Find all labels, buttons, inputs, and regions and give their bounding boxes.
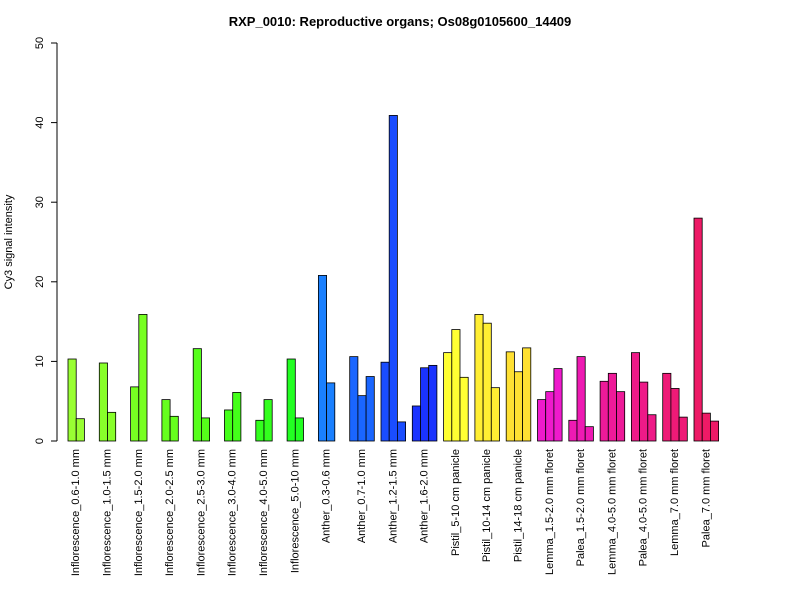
category-label: Inflorescence_3.0-4.0 mm bbox=[227, 449, 239, 576]
bar bbox=[451, 329, 461, 442]
bar bbox=[459, 376, 469, 442]
category-label: Palea_7.0 mm floret bbox=[700, 449, 712, 547]
bar bbox=[693, 217, 703, 442]
bar bbox=[365, 376, 375, 442]
bar bbox=[349, 356, 359, 442]
bar bbox=[443, 352, 453, 442]
category-label: Inflorescence_4.0-5.0 mm bbox=[258, 449, 270, 576]
bar bbox=[107, 411, 117, 442]
bar bbox=[490, 387, 500, 442]
category-label: Pistil_5-10 cm panicle bbox=[450, 449, 462, 556]
bar bbox=[514, 371, 524, 442]
bar bbox=[169, 415, 179, 442]
bar bbox=[482, 322, 492, 442]
bar bbox=[326, 382, 336, 442]
bar bbox=[576, 356, 586, 442]
bar bbox=[357, 395, 367, 442]
category-label: Inflorescence_5.0-10 mm bbox=[289, 449, 301, 573]
category-label: Lemma_7.0 mm floret bbox=[669, 449, 681, 556]
bar bbox=[607, 372, 617, 442]
category-label: Inflorescence_1.0-1.5 mm bbox=[102, 449, 114, 576]
category-label: Anther_1.2-1.5 mm bbox=[387, 449, 399, 543]
bar bbox=[232, 392, 242, 442]
category-label: Inflorescence_0.6-1.0 mm bbox=[70, 449, 82, 576]
category-label: Anther_1.6-2.0 mm bbox=[419, 449, 431, 543]
bar bbox=[522, 347, 532, 442]
category-label: Palea_4.0-5.0 mm floret bbox=[638, 449, 650, 566]
bar bbox=[662, 372, 672, 442]
bar bbox=[161, 399, 171, 442]
bar bbox=[224, 409, 234, 442]
bar bbox=[639, 381, 649, 442]
bar bbox=[428, 364, 438, 442]
category-label: Pistil_10-14 cm panicle bbox=[481, 449, 493, 562]
bar bbox=[130, 386, 140, 442]
bar bbox=[545, 391, 555, 442]
bar bbox=[710, 420, 720, 442]
category-label: Inflorescence_2.5-3.0 mm bbox=[195, 449, 207, 576]
bar bbox=[286, 358, 296, 442]
y-tick-label: 20 bbox=[34, 276, 46, 288]
category-label: Palea_1.5-2.0 mm floret bbox=[575, 449, 587, 566]
bar bbox=[505, 351, 515, 442]
bar bbox=[192, 348, 202, 442]
bar bbox=[317, 275, 327, 442]
y-tick-label: 0 bbox=[34, 438, 46, 444]
bar bbox=[98, 362, 108, 442]
bar bbox=[388, 115, 398, 442]
bar bbox=[678, 416, 688, 442]
bar bbox=[537, 399, 547, 442]
bar bbox=[75, 418, 85, 442]
bar bbox=[553, 368, 563, 442]
bar bbox=[616, 391, 626, 442]
bar bbox=[67, 358, 77, 442]
bar bbox=[200, 417, 210, 442]
bar bbox=[396, 421, 406, 442]
bar bbox=[420, 367, 430, 442]
bars bbox=[67, 115, 720, 442]
bar bbox=[138, 314, 148, 442]
y-axis-label: Cy3 signal intensity bbox=[3, 194, 15, 289]
bar bbox=[380, 361, 390, 442]
bar bbox=[584, 426, 594, 442]
y-tick-label: 40 bbox=[34, 116, 46, 128]
bar bbox=[255, 419, 265, 442]
category-label: Inflorescence_2.0-2.5 mm bbox=[164, 449, 176, 576]
bar bbox=[411, 405, 421, 442]
category-label: Inflorescence_1.5-2.0 mm bbox=[133, 449, 145, 576]
category-labels: Inflorescence_0.6-1.0 mm Inflorescence_1.… bbox=[70, 449, 712, 576]
bar bbox=[647, 414, 657, 442]
bar bbox=[631, 352, 641, 442]
chart-title: RXP_0010: Reproductive organs; Os08g0105… bbox=[229, 14, 572, 29]
y-tick-label: 10 bbox=[34, 355, 46, 367]
bar bbox=[670, 388, 680, 442]
category-label: Anther_0.7-1.0 mm bbox=[356, 449, 368, 543]
category-label: Pistil_14-18 cm panicle bbox=[513, 449, 525, 562]
bar bbox=[263, 399, 273, 442]
bar bbox=[474, 314, 484, 442]
bar bbox=[599, 380, 609, 442]
category-label: Lemma_1.5-2.0 mm floret bbox=[544, 449, 556, 575]
bar bbox=[294, 417, 304, 442]
y-tick-label: 30 bbox=[34, 196, 46, 208]
category-label: Lemma_4.0-5.0 mm floret bbox=[606, 449, 618, 575]
bar bbox=[701, 412, 711, 442]
y-axis: 0 10 20 30 40 50 bbox=[34, 37, 58, 444]
category-label: Anther_0.3-0.6 mm bbox=[321, 449, 333, 543]
y-tick-label: 50 bbox=[34, 37, 46, 49]
bar bbox=[568, 419, 578, 442]
